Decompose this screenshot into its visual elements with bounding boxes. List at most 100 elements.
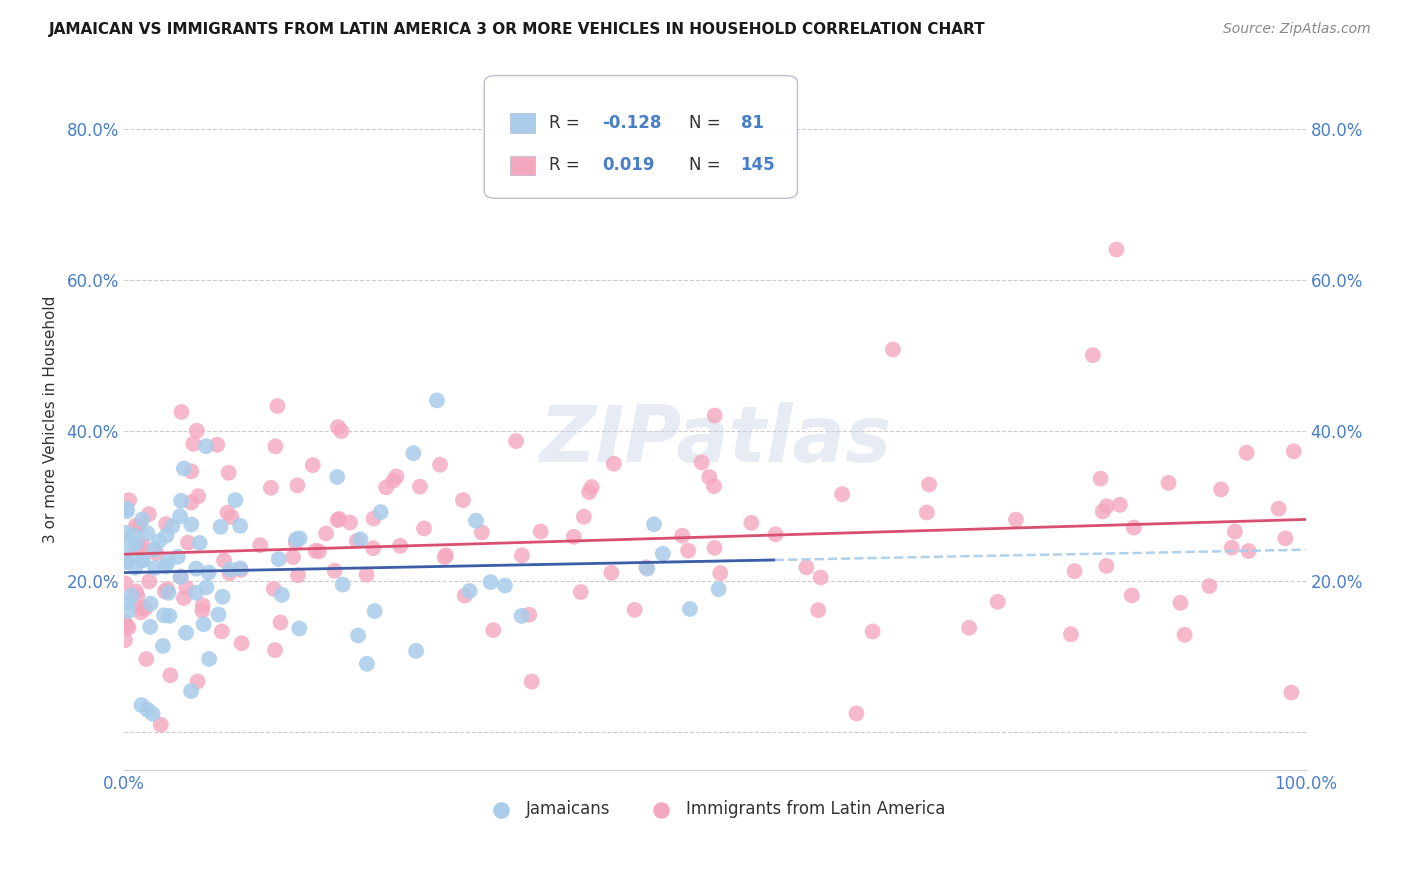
Point [170,405,193,419]
Point [807,603,830,617]
FancyBboxPatch shape [510,155,536,175]
Point [153,584,176,599]
Point [197,566,219,580]
Point [186,561,208,575]
Text: N =: N = [689,114,725,132]
Point [177,535,200,549]
Point [135,652,157,666]
Point [170,569,193,583]
Point [260,481,283,495]
Point [1060,627,1083,641]
Text: R =: R = [550,114,585,132]
Point [212,553,235,567]
Point [347,628,370,642]
Point [264,439,287,453]
Point [326,513,349,527]
Point [221,510,243,524]
Point [643,517,665,532]
Point [304,544,326,558]
Point [166,549,188,564]
Point [623,603,645,617]
Text: 81: 81 [741,114,763,132]
Point [132,538,155,552]
Point [207,438,229,452]
Point [1063,564,1085,578]
Point [148,534,170,549]
Point [128,519,150,533]
FancyBboxPatch shape [484,76,797,198]
Point [114,615,136,630]
Point [494,578,516,592]
Point [264,643,287,657]
Point [1122,520,1144,534]
Point [267,552,290,566]
Point [180,464,202,478]
Point [426,393,449,408]
Text: Source: ZipAtlas.com: Source: ZipAtlas.com [1223,22,1371,37]
Point [600,566,623,580]
Point [1081,348,1104,362]
Point [125,518,148,533]
Point [703,479,725,493]
Point [651,547,673,561]
Point [114,576,136,591]
Point [218,466,240,480]
Point [562,530,585,544]
Point [229,561,252,575]
Point [195,580,218,594]
Y-axis label: 3 or more Vehicles in Household: 3 or more Vehicles in Household [44,295,58,543]
Point [285,533,308,547]
Point [263,582,285,596]
Point [1209,483,1232,497]
Point [1274,532,1296,546]
Point [121,589,143,603]
Point [676,543,699,558]
Point [125,584,148,599]
Point [370,505,392,519]
Point [287,478,309,492]
Point [224,493,246,508]
Point [131,698,153,712]
Point [174,625,197,640]
Point [211,590,233,604]
Point [266,399,288,413]
Text: R =: R = [550,156,591,174]
Point [845,706,868,721]
Point [288,532,311,546]
Point [195,439,218,453]
Point [122,528,145,542]
Point [301,458,323,472]
Point [287,568,309,582]
Point [1223,524,1246,539]
Text: JAMAICAN VS IMMIGRANTS FROM LATIN AMERICA 3 OR MORE VEHICLES IN HOUSEHOLD CORREL: JAMAICAN VS IMMIGRANTS FROM LATIN AMERIC… [49,22,986,37]
Point [636,560,658,574]
Point [269,615,291,630]
Point [1157,475,1180,490]
Point [505,434,527,448]
Point [173,461,195,475]
Point [349,533,371,547]
Point [520,674,543,689]
Point [918,477,941,491]
Point [409,480,432,494]
Point [707,582,730,597]
Point [1108,498,1130,512]
Point [831,487,853,501]
Point [332,577,354,591]
Point [198,652,221,666]
Point [1095,500,1118,514]
Point [530,524,553,539]
Point [207,607,229,622]
Point [288,622,311,636]
Point [174,581,197,595]
Point [328,512,350,526]
Point [136,526,159,541]
Point [517,607,540,622]
Point [882,343,904,357]
Point [209,520,232,534]
Point [740,516,762,530]
Point [434,548,457,562]
Point [145,546,167,560]
Point [796,560,818,574]
Point [211,624,233,639]
